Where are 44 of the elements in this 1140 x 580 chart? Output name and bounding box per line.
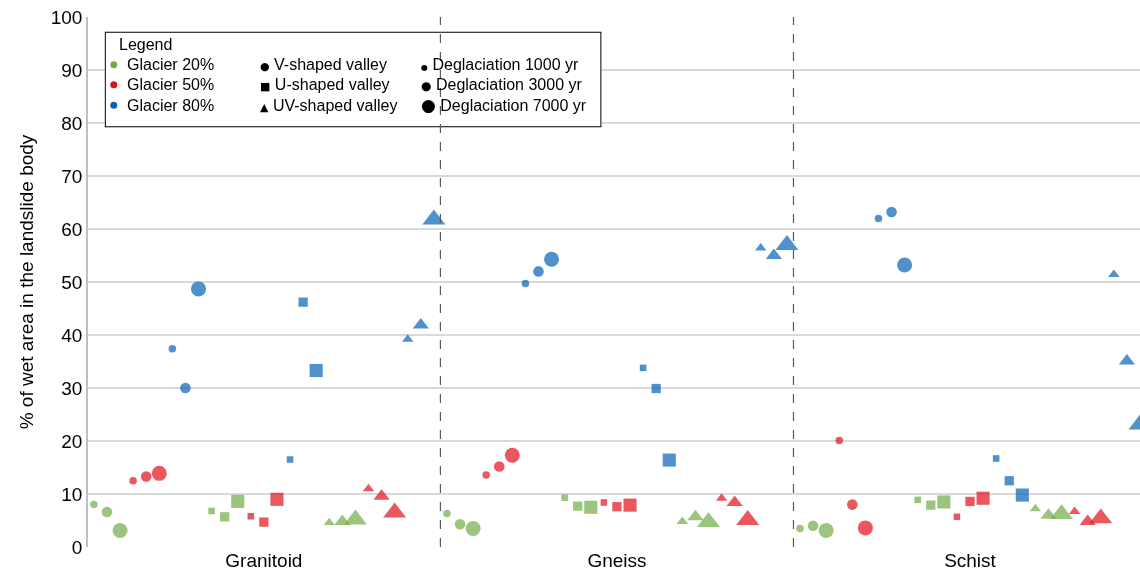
y-tick-label: 30 — [61, 377, 83, 399]
point — [807, 520, 819, 532]
y-tick-label: 80 — [61, 112, 83, 134]
point — [651, 383, 661, 394]
point — [886, 206, 897, 218]
x-tick-label: Granitoid — [225, 550, 303, 571]
y-tick-label: 0 — [71, 536, 83, 558]
point — [976, 491, 990, 505]
point — [231, 494, 245, 508]
legend-label: Glacier 20% — [127, 56, 215, 73]
point — [180, 382, 191, 394]
point — [298, 297, 308, 307]
annotation: ▲ UV-shaped valley — [260, 97, 398, 114]
y-tick-label: 10 — [61, 483, 83, 505]
point — [847, 499, 858, 510]
legend-label: Glacier 50% — [127, 76, 215, 93]
point — [493, 461, 505, 472]
point — [101, 506, 113, 518]
y-tick-label: 100 — [50, 6, 83, 28]
y-tick-label: 40 — [61, 324, 83, 346]
legend-title: Legend — [119, 36, 173, 53]
y-tick-label: 20 — [61, 430, 83, 452]
point — [140, 471, 152, 482]
annotation: ● V-shaped valley — [260, 56, 388, 73]
x-tick-label: Gneiss — [587, 550, 647, 571]
point — [270, 492, 284, 506]
point — [454, 518, 466, 530]
y-tick-label: 90 — [61, 59, 83, 81]
annotation: ■ U-shaped valley — [260, 76, 390, 93]
point — [623, 498, 637, 512]
legend-label: Glacier 80% — [127, 97, 215, 114]
y-tick-label: 60 — [61, 218, 83, 240]
annotation: ● Deglaciation 3000 yr — [421, 76, 583, 93]
x-tick-label: Schist — [944, 550, 997, 571]
point — [937, 495, 951, 509]
point — [1004, 476, 1014, 486]
y-axis-title: % of wet area in the landslide body — [16, 134, 38, 430]
point — [1108, 269, 1120, 278]
y-tick-label: 70 — [61, 165, 83, 187]
annotation: ● Deglaciation 1000 yr — [421, 56, 579, 73]
point — [533, 266, 544, 277]
point — [584, 500, 598, 514]
y-tick-label: 50 — [61, 271, 83, 293]
annotation: ● Deglaciation 7000 yr — [421, 95, 587, 115]
